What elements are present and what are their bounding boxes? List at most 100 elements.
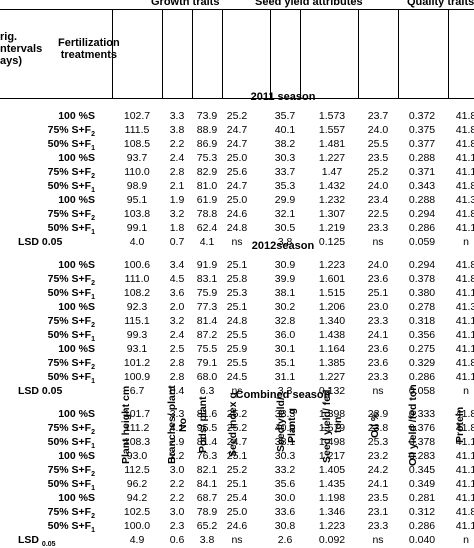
header-bottom-rule bbox=[0, 98, 474, 99]
treatment-label: 100 %S bbox=[58, 450, 95, 462]
table-cell: 3.3 bbox=[169, 408, 185, 420]
table-row: 100 %S 92.3 2.0 77.3 25.1 30.2 1.206 23.0 0.278 4… bbox=[0, 300, 474, 314]
col-divider bbox=[398, 9, 399, 98]
table-cell: 111.5 bbox=[124, 124, 150, 136]
table-cell: 1.498 bbox=[318, 436, 346, 448]
table-cell: 0.286 bbox=[408, 222, 436, 234]
table-cell: 2.8 bbox=[169, 166, 185, 178]
treatment-label: 100 %S bbox=[58, 194, 95, 206]
table-cell: 25.4 bbox=[226, 492, 248, 504]
table-cell: 108.5 bbox=[123, 138, 151, 150]
table-cell: 25.0 bbox=[226, 506, 248, 518]
table-cell: 111.2 bbox=[124, 422, 150, 434]
table-cell: 41.8 bbox=[455, 273, 474, 285]
treatment-label: 50% S+F1 bbox=[47, 520, 95, 535]
table-cell: 76.3 bbox=[196, 450, 218, 462]
treatment-label: 50% S+F1 bbox=[47, 287, 95, 302]
table-cell: 4.1 bbox=[169, 422, 185, 434]
table-cell: 1.198 bbox=[318, 492, 346, 504]
table-row: 50% S+F1 99.3 2.4 87.2 25.5 36.0 1.438 24.1 0.35… bbox=[0, 328, 474, 343]
table-cell: 0.329 bbox=[408, 357, 436, 369]
table-cell: 24.0 bbox=[367, 180, 389, 192]
table-cell: 23.9 bbox=[367, 408, 389, 420]
table-cell: 30.5 bbox=[274, 222, 296, 234]
col-divider bbox=[270, 9, 271, 98]
col-divider bbox=[358, 9, 359, 98]
table-cell: 1.223 bbox=[318, 520, 346, 532]
lsd-cell: 0.058 bbox=[408, 385, 436, 397]
table-cell: 24.8 bbox=[226, 222, 248, 234]
table-row: 75% S+F2 101.2 2.8 79.1 25.5 35.1 1.385 23.6 0.3… bbox=[0, 356, 474, 372]
lsd-cell: 6.7 bbox=[129, 385, 145, 397]
treatment-label: 50% S+F1 bbox=[47, 478, 95, 493]
table-cell: 23.6 bbox=[367, 357, 389, 369]
table-cell: 30.3 bbox=[274, 450, 296, 462]
table-cell: 88.9 bbox=[196, 124, 218, 136]
table-cell: 25.5 bbox=[226, 357, 248, 369]
treatment-label: 50% S+F1 bbox=[47, 222, 95, 237]
table-cell: 24.1 bbox=[367, 478, 389, 490]
table-cell: 81.6 bbox=[196, 408, 218, 420]
table-cell: 81.4 bbox=[196, 315, 218, 327]
table-cell: 30.1 bbox=[274, 343, 296, 355]
lsd-cell: 0.4 bbox=[169, 385, 185, 397]
table-cell: 25.2 bbox=[226, 422, 248, 434]
table-cell: 91.9 bbox=[196, 259, 218, 271]
table-row: 75% S+F2 102.5 3.0 78.9 25.0 33.6 1.346 23.1 0.3… bbox=[0, 505, 474, 520]
table-cell: 23.7 bbox=[367, 110, 389, 122]
table-cell: 24.0 bbox=[367, 124, 389, 136]
col-divider bbox=[300, 9, 301, 98]
table-cell: 41.3 bbox=[455, 194, 474, 206]
table-cell: 41.1 bbox=[455, 222, 474, 234]
treatment-label: 50% S+F1 bbox=[47, 436, 95, 451]
table-cell: 25.0 bbox=[226, 194, 248, 206]
table-cell: 75.3 bbox=[196, 152, 218, 164]
table-cell: 1.219 bbox=[318, 222, 346, 234]
table-row: 50% S+F1 108.3 2.9 81.4 24.7 38.1 1.498 25.3 0.3… bbox=[0, 435, 474, 451]
col-divider bbox=[192, 9, 193, 98]
treatment-label: 75% S+F2 bbox=[47, 357, 95, 372]
table-cell: 25.3 bbox=[367, 436, 389, 448]
table-cell: 93.0 bbox=[126, 450, 148, 462]
table-cell: 102.5 bbox=[123, 506, 151, 518]
table-cell: 25.2 bbox=[226, 110, 248, 122]
table-cell: 22.5 bbox=[367, 208, 389, 220]
table-cell: 3.3 bbox=[169, 110, 185, 122]
table-cell: 0.343 bbox=[408, 180, 436, 192]
table-cell: 75.5 bbox=[196, 343, 218, 355]
table-cell: 25.9 bbox=[226, 343, 248, 355]
table-cell: 25.2 bbox=[226, 464, 248, 476]
table-cell: 2.1 bbox=[169, 180, 185, 192]
table-cell: 0.345 bbox=[408, 464, 436, 476]
group-quality-traits: Quality traits bbox=[407, 0, 474, 8]
table-cell: 24.1 bbox=[367, 329, 389, 341]
table-cell: 101.7 bbox=[123, 408, 151, 420]
table-cell: 3.4 bbox=[169, 259, 185, 271]
table-cell: 1.398 bbox=[318, 408, 346, 420]
table-cell: 41.1 bbox=[455, 315, 474, 327]
table-cell: 24.2 bbox=[367, 464, 389, 476]
table-cell: 2.8 bbox=[169, 371, 185, 383]
table-cell: 93.7 bbox=[126, 152, 148, 164]
table-cell: 23.3 bbox=[367, 371, 389, 383]
table-cell: 41.3 bbox=[455, 301, 474, 313]
table-cell: 3.0 bbox=[169, 464, 185, 476]
lsd-cell: 3.8 bbox=[277, 236, 293, 248]
table-cell: 25.2 bbox=[226, 408, 248, 420]
table-cell: 100.6 bbox=[123, 259, 151, 271]
table-row: 100 %S 101.7 3.3 81.6 25.2 33.3 1.398 23.9 0.333… bbox=[0, 407, 474, 421]
lsd-cell: n bbox=[463, 534, 469, 546]
table-cell: 1.9 bbox=[169, 194, 185, 206]
lsd-row: LSD 0.05 4.0 0.7 4.1 ns 3.8 0.125 ns 0.059 n bbox=[0, 235, 474, 249]
table-cell: 0.378 bbox=[408, 436, 436, 448]
treatment-label: 75% S+F2 bbox=[47, 315, 95, 330]
treatment-label: 50% S+F1 bbox=[47, 371, 95, 386]
table-cell: 1.232 bbox=[318, 194, 346, 206]
table-cell: 100.0 bbox=[123, 520, 151, 532]
table-cell: 41.1 bbox=[455, 450, 474, 462]
table-cell: 94.2 bbox=[126, 492, 148, 504]
table-cell: 38.1 bbox=[274, 436, 296, 448]
lsd-cell: ns bbox=[231, 385, 243, 397]
table-cell: 68.0 bbox=[196, 371, 218, 383]
table-cell: 41.8 bbox=[455, 357, 474, 369]
